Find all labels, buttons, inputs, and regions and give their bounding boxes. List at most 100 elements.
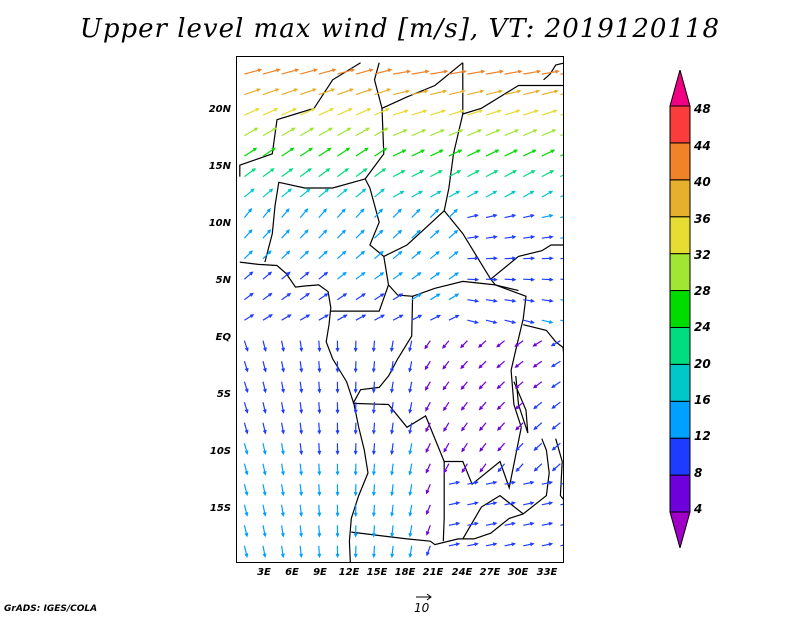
colorbar-bin — [669, 474, 691, 513]
wind-vector — [281, 208, 290, 218]
wind-vector — [429, 208, 440, 219]
wind-vector — [281, 443, 285, 456]
wind-vector — [317, 340, 322, 353]
wind-vector — [541, 298, 554, 303]
wind-vector — [485, 319, 498, 324]
wind-vector — [429, 250, 440, 260]
wind-vector — [337, 188, 348, 198]
colorbar-bin — [669, 142, 691, 181]
chart-title: Upper level max wind [m/s], VT: 20191201… — [79, 14, 721, 44]
wind-vector — [541, 149, 556, 157]
wind-vector — [467, 149, 481, 157]
wind-vector — [460, 381, 468, 390]
wind-vector — [448, 89, 466, 96]
wind-vector — [337, 108, 353, 116]
wind-vector — [504, 277, 517, 282]
wind-vector — [353, 463, 358, 476]
wind-vector — [496, 340, 505, 348]
colorbar-label-36: 36 — [694, 212, 711, 226]
wind-vector — [392, 89, 411, 96]
wind-vector — [532, 360, 543, 368]
wind-vector — [392, 129, 408, 137]
border-line — [353, 402, 522, 490]
wind-vector — [408, 525, 413, 538]
wind-vector — [522, 170, 536, 178]
wind-vector — [461, 442, 468, 453]
wind-vector — [533, 422, 543, 431]
wind-vector — [504, 542, 516, 547]
wind-vector — [485, 89, 503, 96]
wind-vector — [504, 170, 518, 178]
wind-vector — [448, 170, 462, 178]
wind-vector — [243, 340, 249, 352]
wind-vector — [374, 293, 385, 301]
wind-vector — [541, 129, 557, 137]
wind-vector — [560, 483, 563, 485]
wind-vector — [244, 188, 255, 198]
wind-vector — [560, 216, 563, 219]
wind-vector — [560, 154, 563, 157]
wind-vector — [371, 443, 376, 456]
wind-vector — [478, 340, 487, 348]
colorbar-bin — [669, 363, 691, 402]
colorbar-label-8: 8 — [694, 466, 703, 480]
wind-vector — [467, 256, 480, 261]
wind-vector — [281, 402, 285, 414]
colorbar-label-12: 12 — [694, 429, 711, 443]
wind-vector — [371, 340, 376, 353]
wind-vector — [299, 271, 310, 280]
wind-vector — [335, 525, 340, 538]
wind-vector — [523, 480, 535, 485]
ytick-5n: 5N — [215, 275, 231, 286]
wind-vector — [408, 402, 413, 414]
wind-vector — [467, 298, 480, 303]
border-line — [364, 62, 385, 180]
wind-vector — [504, 480, 516, 485]
wind-vector — [243, 229, 253, 239]
wind-vector — [448, 480, 461, 485]
colorbar-bin — [669, 290, 691, 328]
wind-vector — [411, 272, 422, 280]
xtick-24e: 24E — [451, 567, 473, 578]
wind-vector — [541, 277, 554, 282]
wind-vector — [299, 361, 304, 373]
wind-vector — [430, 314, 442, 321]
wind-vector — [337, 127, 352, 137]
wind-vector — [408, 381, 413, 394]
colorbar-label-20: 20 — [694, 357, 711, 371]
wind-vector — [281, 127, 296, 137]
wind-vector — [262, 168, 275, 178]
wind-vector — [243, 443, 249, 455]
wind-vector — [392, 314, 404, 321]
wind-vector — [355, 293, 366, 301]
wind-vector — [460, 340, 468, 349]
wind-vector — [504, 235, 517, 239]
wind-vector — [244, 314, 255, 321]
wind-vector — [467, 277, 480, 282]
xtick-9e: 9E — [313, 567, 327, 578]
wind-vector — [533, 463, 543, 472]
wind-vector — [335, 443, 340, 456]
wind-vector — [448, 501, 461, 506]
wind-vector — [243, 381, 249, 393]
wind-vector — [532, 381, 543, 389]
wind-vector — [515, 422, 524, 431]
wind-vector — [560, 524, 563, 526]
wind-vector — [411, 149, 426, 157]
wind-vector — [392, 229, 403, 239]
wind-vector — [430, 149, 444, 157]
wind-vector — [262, 443, 267, 456]
wind-vector — [467, 129, 483, 137]
wind-vector — [460, 360, 468, 370]
wind-vector — [299, 402, 304, 414]
wind-vector — [467, 190, 479, 198]
wind-vector — [374, 314, 386, 321]
wind-vector — [281, 463, 285, 476]
wind-vector — [426, 525, 431, 536]
wind-vector — [408, 545, 413, 559]
ytick-15s: 15S — [209, 503, 231, 514]
wind-vector — [425, 401, 431, 412]
wind-vector — [243, 422, 249, 435]
wind-vector — [318, 229, 328, 239]
wind-vector — [448, 293, 460, 301]
